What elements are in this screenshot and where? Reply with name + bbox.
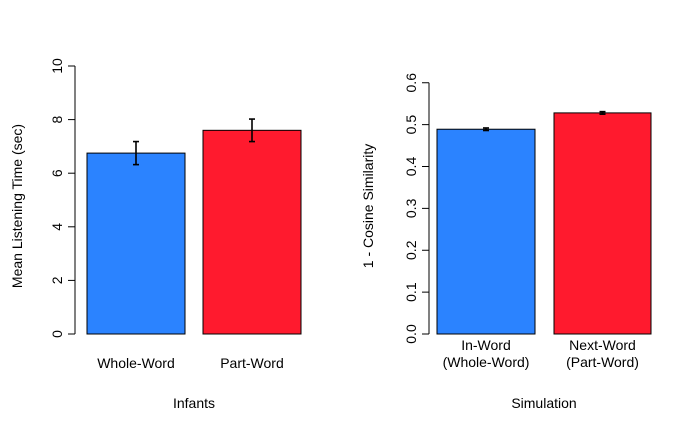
chart-panel-right: 0.0 0.1 0.2 0.3 0.4 0.5 0.6 1 - Cosine Similari…: [360, 73, 652, 411]
category-label-line: In-Word: [461, 337, 511, 353]
category-label: Next-Word (Part-Word): [566, 337, 639, 370]
y-tick-label: 2: [49, 276, 65, 284]
bar-0: [86, 152, 186, 335]
y-tick-label: 0.3: [403, 198, 419, 218]
y-tick-label: 8: [49, 115, 65, 123]
y-tick-label: 6: [49, 169, 65, 177]
bar-1: [202, 129, 302, 335]
category-label-line: Whole-Word: [97, 355, 175, 371]
category-label-line: Part-Word: [220, 355, 284, 371]
category-label-line: Next-Word: [569, 337, 636, 353]
y-tick-label: 0.0: [403, 324, 419, 344]
category-label-line: (Part-Word): [566, 354, 639, 370]
y-tick-label: 0.5: [403, 115, 419, 135]
y-tick-label: 0.2: [403, 240, 419, 260]
chart-panel-left: 0 2 4 6 8 10 Mean Listening Time (sec) Whole-Wo…: [9, 58, 302, 411]
y-tick-label: 0: [49, 330, 65, 338]
category-label: Part-Word: [220, 355, 284, 371]
y-tick-label: 0.1: [403, 282, 419, 302]
y-tick-label: 0.6: [403, 73, 419, 93]
y-tick-label: 0.4: [403, 157, 419, 177]
y-tick-label: 4: [49, 223, 65, 231]
y-tick-label: 10: [49, 58, 65, 74]
x-axis-title: Simulation: [511, 395, 576, 411]
y-axis-title: 1 - Cosine Similarity: [360, 144, 376, 268]
y-axis-title: Mean Listening Time (sec): [9, 124, 25, 288]
bar-0: [436, 128, 536, 335]
category-label-line: (Whole-Word): [443, 354, 530, 370]
x-axis-title: Infants: [173, 395, 215, 411]
bar-1: [553, 112, 652, 335]
category-label: In-Word (Whole-Word): [443, 337, 530, 370]
category-label: Whole-Word: [97, 355, 175, 371]
